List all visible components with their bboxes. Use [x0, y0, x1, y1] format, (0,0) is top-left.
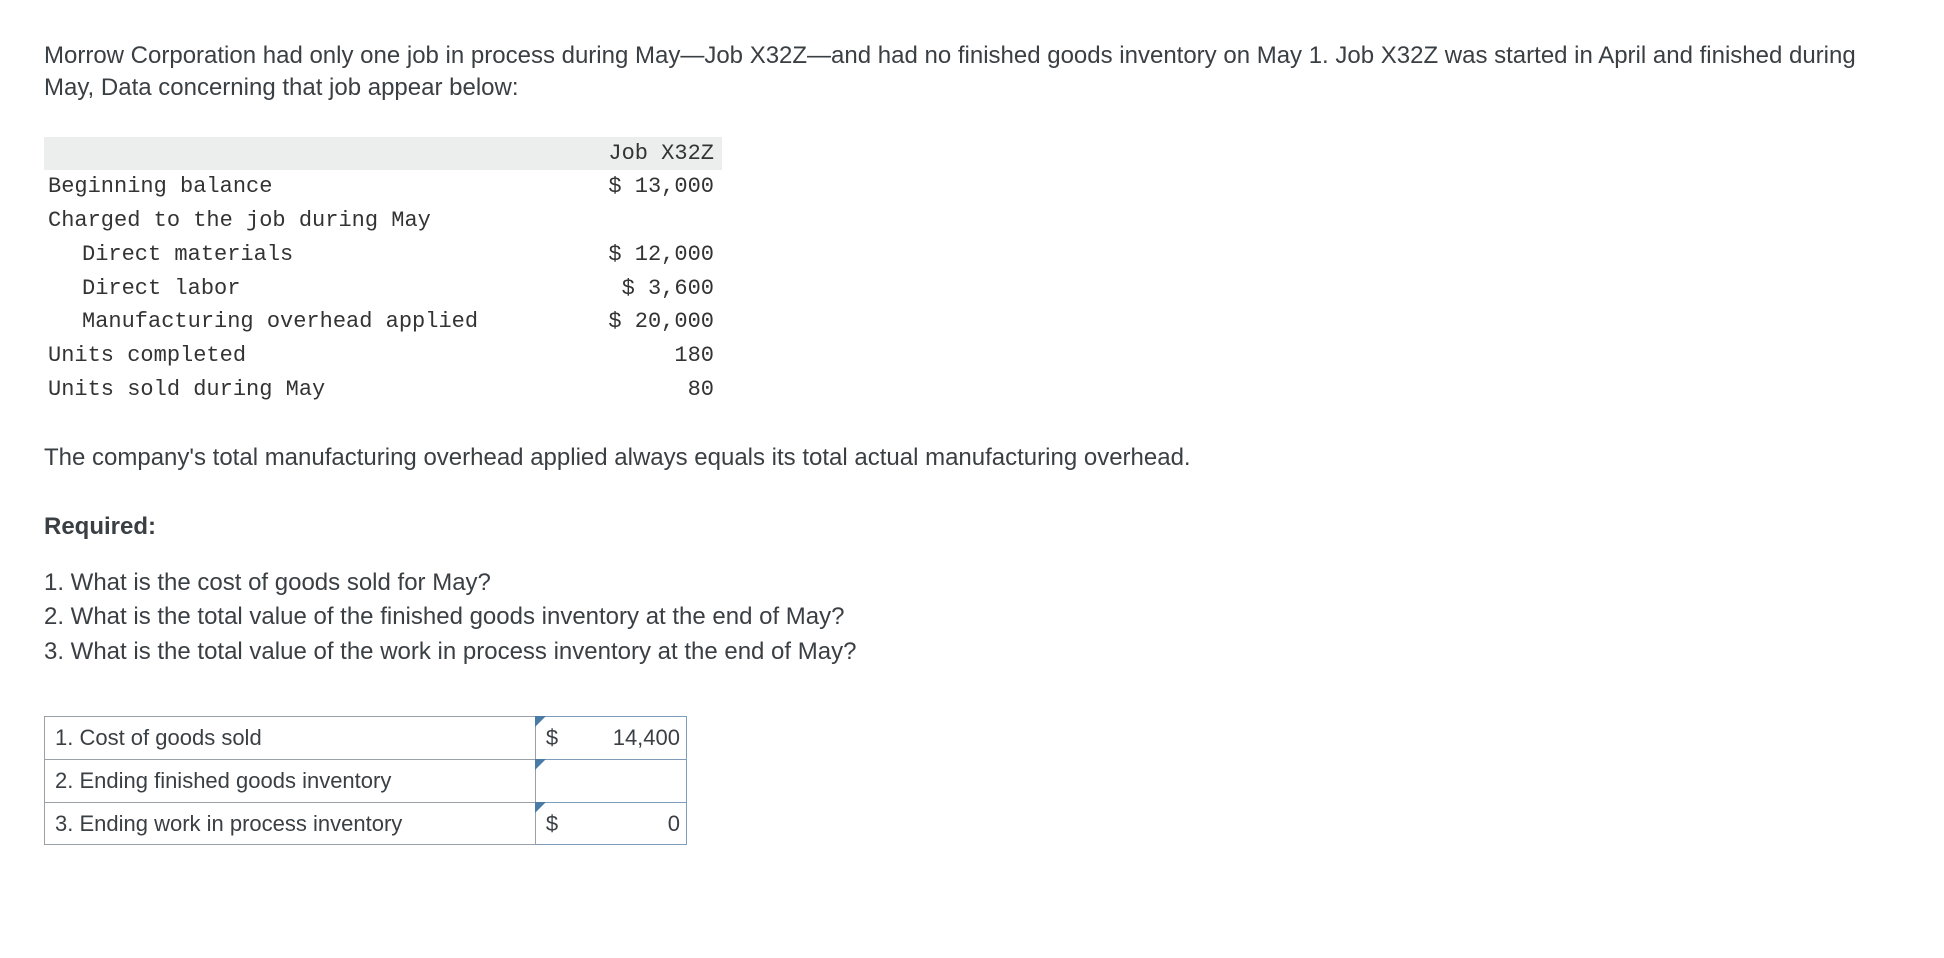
table-row: Direct labor $ 3,600	[44, 272, 722, 306]
question-item: 2. What is the total value of the finish…	[44, 601, 1900, 633]
required-heading: Required:	[44, 511, 1900, 543]
answer-value-cell[interactable]: $ 0	[536, 802, 687, 845]
job-header-cell: Job X32Z	[570, 137, 722, 171]
row-value: $ 12,000	[570, 238, 722, 272]
row-label: Direct materials	[44, 238, 570, 272]
table-row: Units sold during May 80	[44, 373, 722, 407]
intro-paragraph: Morrow Corporation had only one job in p…	[44, 40, 1894, 105]
table-row: Beginning balance $ 13,000	[44, 170, 722, 204]
answer-value-cell[interactable]: $ 14,400	[536, 717, 687, 760]
job-table-header-row: Job X32Z	[44, 137, 722, 171]
table-row: Charged to the job during May	[44, 204, 722, 238]
question-item: 1. What is the cost of goods sold for Ma…	[44, 567, 1900, 599]
row-label: Beginning balance	[44, 170, 570, 204]
answer-row: 1. Cost of goods sold $ 14,400	[45, 717, 687, 760]
table-row: Manufacturing overhead applied $ 20,000	[44, 305, 722, 339]
answer-label: 1. Cost of goods sold	[45, 717, 536, 760]
row-value: 180	[570, 339, 722, 373]
row-value: $ 20,000	[570, 305, 722, 339]
answer-row: 3. Ending work in process inventory $ 0	[45, 802, 687, 845]
answer-label: 3. Ending work in process inventory	[45, 802, 536, 845]
row-label: Manufacturing overhead applied	[44, 305, 570, 339]
answer-value-cell[interactable]	[536, 759, 687, 802]
answer-value: 14,400	[568, 723, 686, 753]
row-value	[570, 204, 722, 238]
note-paragraph: The company's total manufacturing overhe…	[44, 442, 1894, 474]
questions-list: 1. What is the cost of goods sold for Ma…	[44, 567, 1900, 668]
answer-value: 0	[568, 809, 686, 839]
currency-symbol: $	[536, 809, 568, 839]
row-label: Units sold during May	[44, 373, 570, 407]
question-item: 3. What is the total value of the work i…	[44, 636, 1900, 668]
row-value: $ 3,600	[570, 272, 722, 306]
row-label: Charged to the job during May	[44, 204, 570, 238]
row-label: Direct labor	[44, 272, 570, 306]
row-value: $ 13,000	[570, 170, 722, 204]
table-row: Direct materials $ 12,000	[44, 238, 722, 272]
row-label: Units completed	[44, 339, 570, 373]
row-value: 80	[570, 373, 722, 407]
answer-table: 1. Cost of goods sold $ 14,400 2. Ending…	[44, 716, 687, 845]
job-data-table: Job X32Z Beginning balance $ 13,000 Char…	[44, 137, 722, 407]
answer-label: 2. Ending finished goods inventory	[45, 759, 536, 802]
answer-row: 2. Ending finished goods inventory	[45, 759, 687, 802]
currency-symbol: $	[536, 723, 568, 753]
table-row: Units completed 180	[44, 339, 722, 373]
